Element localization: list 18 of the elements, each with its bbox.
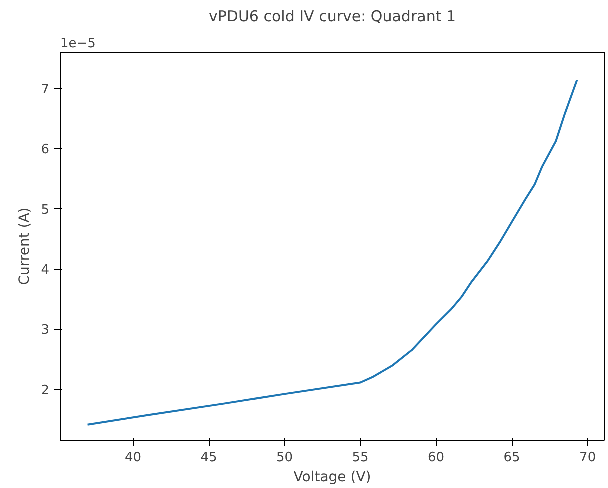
y-tick-label: 4 [41, 263, 50, 278]
y-axis-title: Current (A) [17, 208, 34, 286]
x-tick-label: 55 [352, 450, 369, 466]
chart-title: vPDU6 cold IV curve: Quadrant 1 [208, 8, 456, 26]
x-tick-label: 70 [580, 450, 596, 466]
x-tick-label: 50 [276, 450, 294, 466]
line-series [86, 79, 578, 426]
y-tick-label: 3 [41, 323, 50, 338]
x-tick-label: 60 [428, 450, 445, 466]
y-tick-label: 6 [41, 142, 50, 158]
x-tick-label: 45 [200, 450, 218, 466]
x-tick-label: 40 [124, 450, 142, 466]
y-tick-label: 5 [41, 202, 50, 218]
text: 1e−5 [60, 36, 96, 52]
y-tick-label: 7 [41, 82, 50, 98]
y-tick-label: 2 [41, 383, 50, 398]
x-axis-title: Voltage (V) [294, 470, 372, 486]
x-tick-label: 65 [504, 450, 520, 466]
